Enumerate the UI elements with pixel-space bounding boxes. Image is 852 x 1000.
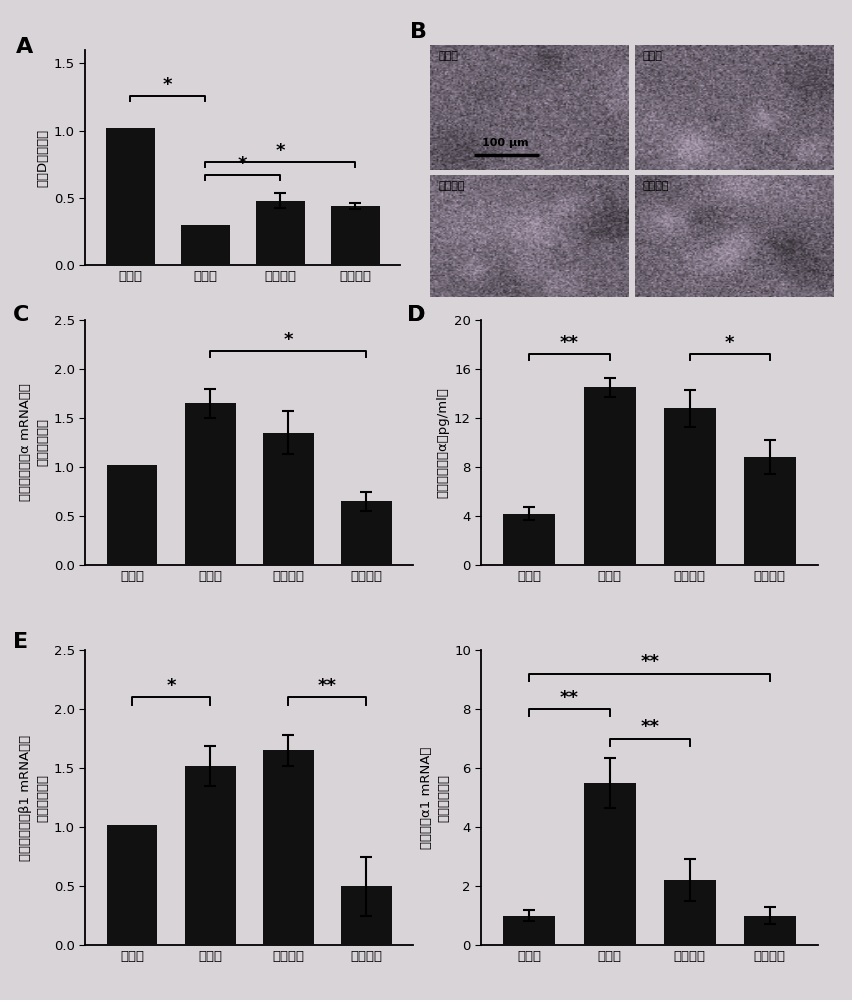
Bar: [185, 766, 235, 945]
Bar: [664, 880, 716, 945]
Text: *: *: [163, 76, 172, 94]
Text: **: **: [640, 653, 659, 671]
Text: 低剂量组: 低剂量组: [438, 181, 464, 191]
Text: C: C: [13, 305, 30, 325]
Bar: [504, 916, 556, 945]
Y-axis label: 转化生长因子β1 mRNA水平
（倍数变化）: 转化生长因子β1 mRNA水平 （倍数变化）: [20, 734, 49, 861]
Text: **: **: [640, 718, 659, 736]
Bar: [341, 886, 392, 945]
Bar: [744, 457, 796, 565]
Y-axis label: 酯酶D相对活性: 酯酶D相对活性: [37, 128, 49, 187]
Text: D: D: [407, 305, 426, 325]
Bar: [106, 825, 158, 945]
Text: E: E: [13, 632, 28, 652]
Bar: [504, 514, 556, 565]
Text: A: A: [16, 37, 33, 57]
Y-axis label: 肿瘤坏死因子α mRNA水平
（倍数变化）: 肿瘤坏死因子α mRNA水平 （倍数变化）: [20, 384, 49, 501]
Text: 100 μm: 100 μm: [482, 138, 529, 148]
Bar: [341, 501, 392, 565]
Bar: [106, 465, 158, 565]
Bar: [744, 916, 796, 945]
Text: *: *: [725, 334, 734, 352]
Bar: [185, 403, 235, 565]
Text: 高剂量组: 高剂量组: [642, 181, 669, 191]
Text: *: *: [275, 142, 285, 160]
Text: **: **: [318, 677, 337, 695]
Bar: [263, 750, 314, 945]
Bar: [181, 225, 230, 265]
Y-axis label: 胶原蛋白α1 mRNA水
（倍数变化）: 胶原蛋白α1 mRNA水 （倍数变化）: [420, 746, 450, 849]
Text: **: **: [560, 689, 579, 707]
Bar: [584, 387, 636, 565]
Text: *: *: [238, 155, 248, 173]
Text: *: *: [284, 331, 293, 349]
Bar: [331, 206, 380, 265]
Text: D: D: [407, 305, 426, 325]
Text: *: *: [166, 677, 176, 695]
Bar: [584, 783, 636, 945]
Text: 对照组: 对照组: [642, 51, 662, 61]
Bar: [106, 128, 154, 265]
Y-axis label: 肿瘤坏死因子α（pg/ml）: 肿瘤坏死因子α（pg/ml）: [437, 387, 450, 498]
Bar: [664, 408, 716, 565]
Bar: [256, 200, 305, 265]
Text: B: B: [410, 22, 427, 42]
Bar: [263, 433, 314, 565]
Text: 基准组: 基准组: [438, 51, 458, 61]
Text: **: **: [560, 334, 579, 352]
